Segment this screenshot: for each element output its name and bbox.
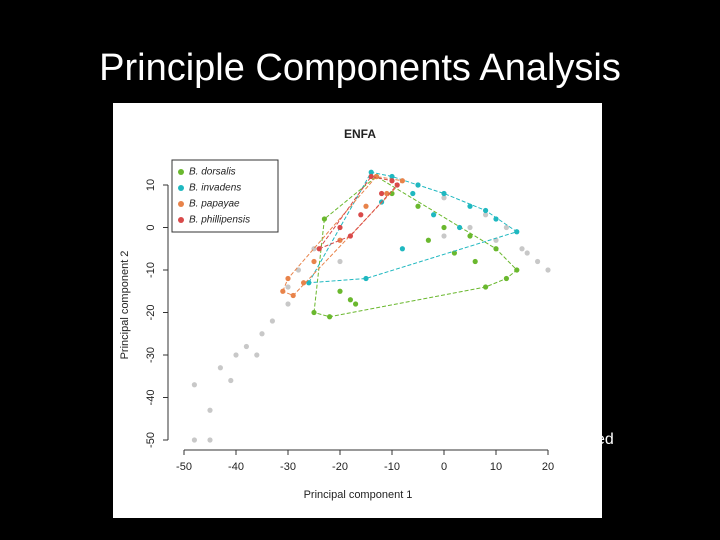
point <box>259 331 265 337</box>
point <box>301 280 307 286</box>
slide-title: Principle Components Analysis <box>99 47 621 89</box>
hull <box>307 171 518 284</box>
point <box>337 258 343 265</box>
point <box>285 284 291 290</box>
y-tick-label: 10 <box>145 179 157 191</box>
point <box>233 352 239 358</box>
x-tick-label: 0 <box>441 461 447 473</box>
point <box>384 190 390 197</box>
point <box>379 190 385 197</box>
point <box>493 216 499 222</box>
point <box>467 233 473 239</box>
point <box>311 258 317 265</box>
x-tick-label: -10 <box>384 461 400 473</box>
plot-area: 10 0 -10 -20 -30 -40 -50 -50 -40 -30 -20 -10 0 10 20 B.… <box>145 159 554 473</box>
point <box>207 407 213 413</box>
point <box>269 318 275 324</box>
point <box>431 212 437 218</box>
point <box>358 212 364 218</box>
point <box>524 250 530 256</box>
point <box>399 246 405 252</box>
point <box>207 437 213 443</box>
point <box>519 246 525 252</box>
legend-swatch <box>178 217 184 223</box>
legend-label: B. dorsalis <box>189 167 236 178</box>
legend-box <box>171 159 279 233</box>
y-tick-label: -30 <box>145 347 157 363</box>
legend-swatch <box>178 169 184 175</box>
y-tick-label: -20 <box>145 305 157 321</box>
point <box>415 203 421 209</box>
x-tick-label: 10 <box>490 461 502 473</box>
x-tick-label: -20 <box>332 461 348 473</box>
legend-swatch <box>178 185 184 191</box>
legend-label: B. papayae <box>189 199 240 210</box>
point <box>363 275 369 282</box>
y-tick-label: -40 <box>145 390 157 406</box>
legend-label: B. invadens <box>189 183 241 194</box>
point <box>425 237 431 243</box>
hull <box>313 175 518 318</box>
point <box>441 224 447 231</box>
point <box>254 352 260 358</box>
legend-swatch <box>178 201 184 207</box>
y-tick-label: -10 <box>145 262 157 278</box>
y-tick-label: -50 <box>145 432 157 448</box>
point <box>191 382 197 388</box>
point <box>410 190 416 197</box>
point <box>472 258 478 265</box>
point <box>337 237 343 243</box>
point <box>217 365 223 371</box>
point <box>337 288 343 294</box>
chart-title: ENFA <box>344 127 376 141</box>
point <box>347 297 353 303</box>
point <box>321 216 327 222</box>
point <box>503 224 509 231</box>
point <box>483 212 489 218</box>
point <box>285 301 291 307</box>
y-tick-label: 0 <box>145 224 157 230</box>
point <box>441 233 447 239</box>
point <box>441 190 447 197</box>
x-tick-label: 20 <box>542 461 554 473</box>
x-tick-label: -30 <box>280 461 296 473</box>
point <box>441 195 447 201</box>
point <box>467 224 473 231</box>
hull <box>317 175 398 250</box>
x-tick-label: -40 <box>228 461 244 473</box>
point <box>228 377 234 384</box>
point <box>545 267 551 273</box>
legend-label: B. phillipensis <box>189 215 250 226</box>
point <box>457 224 463 231</box>
x-tick-label: -50 <box>176 461 192 473</box>
point <box>451 250 457 256</box>
point <box>337 224 343 231</box>
point <box>389 173 395 180</box>
point <box>363 203 369 209</box>
point <box>191 437 197 443</box>
point <box>467 203 473 209</box>
point <box>243 343 249 350</box>
point <box>535 258 541 265</box>
y-axis-label: Principal component 2 <box>119 251 131 360</box>
point <box>353 301 359 307</box>
x-axis-label: Principal component 1 <box>304 489 413 501</box>
